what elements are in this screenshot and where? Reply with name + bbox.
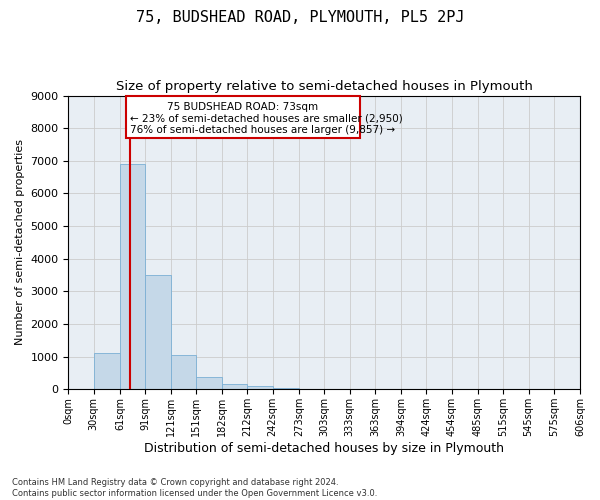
X-axis label: Distribution of semi-detached houses by size in Plymouth: Distribution of semi-detached houses by …	[144, 442, 504, 455]
Text: 76% of semi-detached houses are larger (9,857) →: 76% of semi-detached houses are larger (…	[130, 126, 395, 136]
Text: 75, BUDSHEAD ROAD, PLYMOUTH, PL5 2PJ: 75, BUDSHEAD ROAD, PLYMOUTH, PL5 2PJ	[136, 10, 464, 25]
Bar	[196, 377, 222, 390]
Y-axis label: Number of semi-detached properties: Number of semi-detached properties	[15, 140, 25, 346]
Text: Contains HM Land Registry data © Crown copyright and database right 2024.
Contai: Contains HM Land Registry data © Crown c…	[12, 478, 377, 498]
Bar	[145, 275, 170, 390]
Bar	[94, 354, 120, 390]
Bar	[120, 164, 145, 390]
Bar	[170, 355, 196, 390]
Bar	[222, 384, 247, 390]
Bar	[273, 388, 299, 390]
Text: 75 BUDSHEAD ROAD: 73sqm: 75 BUDSHEAD ROAD: 73sqm	[167, 102, 318, 113]
FancyBboxPatch shape	[126, 96, 359, 138]
Bar	[247, 386, 273, 390]
Text: ← 23% of semi-detached houses are smaller (2,950): ← 23% of semi-detached houses are smalle…	[130, 114, 403, 124]
Title: Size of property relative to semi-detached houses in Plymouth: Size of property relative to semi-detach…	[116, 80, 533, 93]
